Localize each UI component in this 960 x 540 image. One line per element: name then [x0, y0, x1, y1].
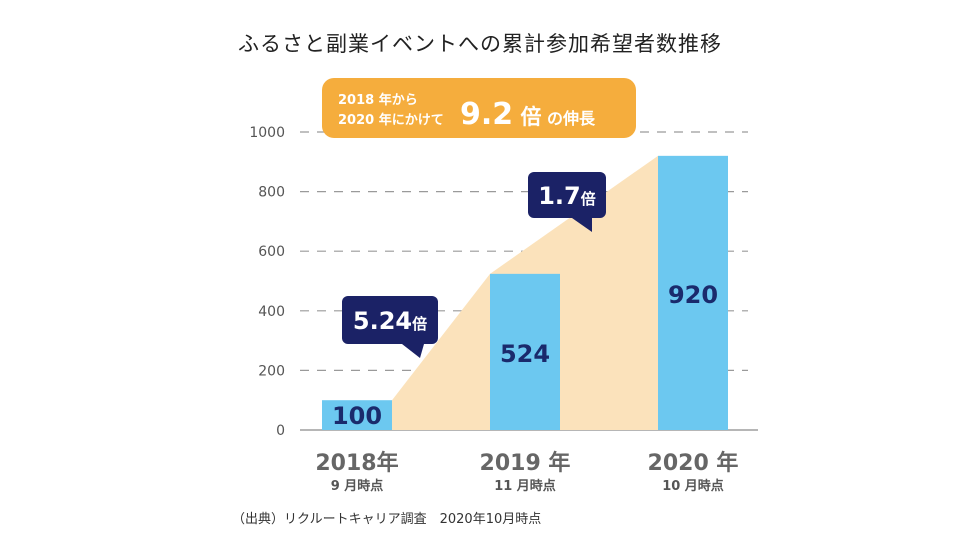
- x-tick-sub-1: 11 月時点: [494, 478, 556, 494]
- bar-value-label-0: 100: [332, 402, 382, 430]
- y-tick-label-600: 600: [258, 244, 285, 260]
- summary-banner: [322, 78, 636, 138]
- y-tick-label-0: 0: [276, 423, 285, 439]
- growth-value-1: 1.7: [538, 182, 581, 210]
- banner-line1: 2018 年から: [338, 92, 418, 108]
- y-tick-label-1000: 1000: [249, 125, 285, 141]
- x-tick-year-2: 2020 年: [648, 450, 739, 476]
- source-note: （出典）リクルートキャリア調査 2020年10月時点: [232, 512, 542, 527]
- growth-callout-0: [342, 296, 438, 344]
- growth-unit-1: 倍: [581, 190, 596, 208]
- y-tick-label-400: 400: [258, 304, 285, 320]
- bar-value-label-2: 920: [668, 281, 718, 309]
- growth-label-1: 1.7倍: [538, 182, 596, 210]
- x-tick-year-0: 2018年: [315, 450, 398, 476]
- growth-callout-1: [528, 172, 606, 218]
- bar-1: [490, 273, 560, 430]
- growth-callout-tail-1: [572, 218, 592, 232]
- bar-value-label-1: 524: [500, 340, 550, 368]
- banner-highlight: 9.2 倍 の伸長: [460, 97, 596, 132]
- x-tick-year-1: 2019 年: [480, 450, 571, 476]
- banner-value: 9.2: [460, 97, 513, 132]
- growth-unit-0: 倍: [412, 315, 427, 333]
- x-tick-sub-0: 9 月時点: [331, 478, 384, 494]
- y-tick-label-200: 200: [258, 363, 285, 379]
- bar-0: [322, 400, 392, 430]
- banner-suffix: の伸長: [541, 109, 596, 128]
- banner-line2: 2020 年にかけて: [338, 112, 444, 128]
- growth-callout-tail-0: [402, 344, 424, 358]
- banner-unit: 倍: [513, 105, 541, 129]
- bar-2: [658, 155, 728, 430]
- y-tick-label-800: 800: [258, 185, 285, 201]
- growth-value-0: 5.24: [353, 307, 412, 335]
- growth-label-0: 5.24倍: [353, 307, 427, 335]
- x-tick-sub-2: 10 月時点: [662, 478, 724, 494]
- chart-title: ふるさと副業イベントへの累計参加希望者数推移: [238, 32, 722, 56]
